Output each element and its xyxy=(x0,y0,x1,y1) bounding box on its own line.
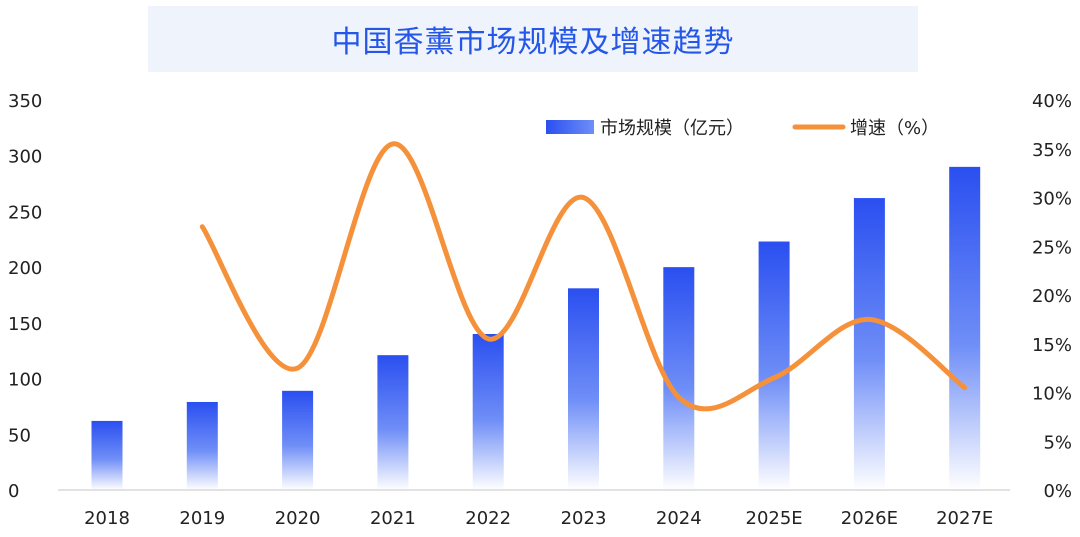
y-right-tick-0%: 0% xyxy=(1043,481,1072,502)
x-tick-2025E: 2025E xyxy=(746,508,803,529)
y-left-tick-350: 350 xyxy=(8,91,42,112)
legend: 市场规模（亿元） 增速（%） xyxy=(546,118,939,139)
bar-2018 xyxy=(91,420,123,490)
y-left-tick-300: 300 xyxy=(8,147,42,168)
x-tick-2027E: 2027E xyxy=(936,508,993,529)
y-right-tick-10%: 10% xyxy=(1032,384,1072,405)
x-tick-2020: 2020 xyxy=(275,508,321,529)
y-right-tick-35%: 35% xyxy=(1032,140,1072,161)
x-tick-2023: 2023 xyxy=(561,508,607,529)
y-right-tick-30%: 30% xyxy=(1032,189,1072,210)
bar-2027E xyxy=(949,166,981,490)
bar-2026E xyxy=(853,198,885,491)
y-right-tick-25%: 25% xyxy=(1032,237,1072,258)
y-right-tick-labels: 0% 5% 10% 15% 20% 25% 30% 35% 40% xyxy=(1032,91,1072,502)
y-left-tick-50: 50 xyxy=(8,425,31,446)
y-right-tick-20%: 20% xyxy=(1032,286,1072,307)
bar-2023 xyxy=(568,288,599,490)
y-left-tick-250: 250 xyxy=(8,202,42,223)
bar-2025E xyxy=(758,241,790,490)
y-right-tick-5%: 5% xyxy=(1043,432,1072,453)
legend-label-market-size: 市场规模（亿元） xyxy=(600,118,744,139)
x-tick-2018: 2018 xyxy=(84,508,130,529)
legend-label-growth-rate: 增速（%） xyxy=(850,118,939,139)
x-tick-2024: 2024 xyxy=(656,508,702,529)
bar-2021 xyxy=(377,355,409,490)
y-left-tick-200: 200 xyxy=(8,258,42,279)
y-left-tick-0: 0 xyxy=(8,481,19,502)
y-left-tick-100: 100 xyxy=(8,370,42,391)
y-right-tick-40%: 40% xyxy=(1032,91,1072,112)
chart-title: 中国香薰市场规模及增速趋势 xyxy=(331,25,735,60)
bar-2022 xyxy=(472,334,504,490)
y-left-tick-150: 150 xyxy=(8,314,42,335)
legend-swatch-bar xyxy=(546,120,594,134)
y-right-tick-15%: 15% xyxy=(1032,335,1072,356)
x-tick-2021: 2021 xyxy=(370,508,416,529)
y-left-tick-labels: 0 50 100 150 200 250 300 350 xyxy=(8,91,42,502)
bar-series xyxy=(91,166,981,491)
growth-rate-line xyxy=(199,141,968,412)
x-tick-2022: 2022 xyxy=(465,508,511,529)
bar-2020 xyxy=(282,390,314,490)
x-tick-labels: 2018 2019 2020 2021 2022 2023 2024 2025E 2026E 20… xyxy=(84,508,993,529)
x-tick-2026E: 2026E xyxy=(841,508,898,529)
bar-2019 xyxy=(186,401,218,490)
chart-title-banner: 中国香薰市场规模及增速趋势 xyxy=(148,6,918,72)
x-tick-2019: 2019 xyxy=(179,508,225,529)
